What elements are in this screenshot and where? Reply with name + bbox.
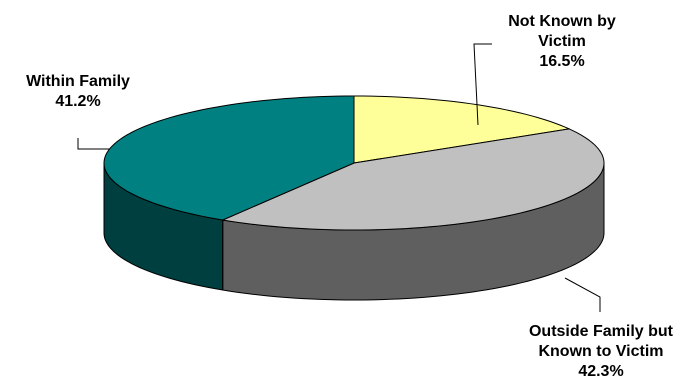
slice-label-line: Known to Victim (538, 343, 663, 360)
pie-slice-within-family (103, 95, 355, 221)
leader-line-not-known-by-victim (473, 43, 492, 126)
slice-labels: Not Known by Victim 16.5% Outside Family bu… (26, 13, 674, 380)
slice-percent-not-known-by-victim: 16.5% (539, 53, 584, 70)
leader-line-outside-family-but-known-to-victim (564, 277, 601, 312)
slice-percent-outside-family-but-known-to-victim: 42.3% (578, 363, 623, 380)
pie-slice-not-known-by-victim (353, 95, 570, 164)
slice-label-line: Within Family (26, 73, 130, 90)
slice-percent-within-family: 41.2% (55, 93, 100, 110)
leader-lines (77, 43, 601, 312)
slice-label-outside-family-but-known-to-victim: Outside Family but Known to Victim 42.3% (529, 323, 674, 380)
slice-label-line: Outside Family but (529, 323, 674, 340)
slice-label-not-known-by-victim: Not Known by Victim 16.5% (508, 13, 616, 70)
slice-label-line: Not Known by (508, 13, 616, 30)
slice-label-within-family: Within Family 41.2% (26, 73, 130, 110)
leader-line-within-family (77, 138, 110, 150)
pie-slice-outside-family-but-known-to-victim (222, 128, 605, 231)
pie-tops (103, 95, 605, 231)
slice-label-line: Victim (538, 33, 586, 50)
